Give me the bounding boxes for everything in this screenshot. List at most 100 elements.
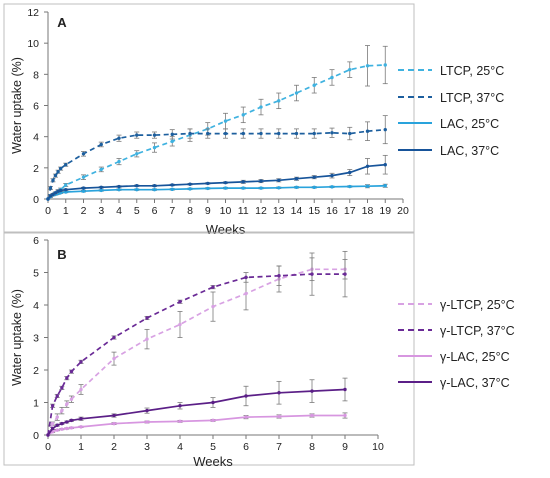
data-point [65, 402, 69, 406]
series-line [47, 163, 386, 200]
x-tick-label: 11 [238, 205, 249, 217]
x-tick-label: 4 [116, 205, 122, 217]
panel-frame [3, 232, 415, 466]
data-point [312, 131, 316, 136]
y-tick-label: 2 [33, 163, 39, 175]
x-tick-label: 1 [78, 441, 84, 453]
data-point [170, 187, 174, 192]
x-tick-label: 12 [255, 205, 267, 217]
data-point [152, 133, 157, 137]
data-point [244, 415, 248, 419]
data-point [294, 131, 299, 136]
x-tick-label: 7 [169, 205, 175, 217]
data-point [51, 192, 55, 197]
data-point [365, 64, 370, 68]
x-tick-label: 2 [81, 205, 87, 217]
data-point [48, 194, 53, 198]
y-tick-label: 8 [33, 69, 39, 81]
data-point [206, 131, 210, 136]
x-tick-label: 2 [111, 441, 117, 453]
data-point [145, 316, 149, 320]
y-tick-label: 3 [33, 333, 39, 345]
data-point [58, 188, 63, 193]
data-point [135, 133, 139, 137]
data-point [65, 426, 69, 431]
data-point [117, 187, 121, 192]
data-point [365, 129, 370, 133]
data-point [277, 131, 281, 136]
x-tick-label: 13 [273, 205, 285, 217]
data-point [58, 166, 63, 171]
series-line [47, 273, 345, 436]
data-point [65, 376, 69, 380]
data-point [112, 356, 116, 361]
data-point [55, 423, 59, 427]
data-point [277, 274, 281, 278]
data-point [112, 335, 116, 340]
series-line [47, 64, 386, 200]
data-point [69, 369, 74, 374]
data-point [330, 173, 334, 178]
data-point [56, 170, 60, 174]
data-point [330, 131, 334, 135]
data-point [277, 99, 281, 103]
data-point [55, 428, 59, 432]
data-point [79, 425, 83, 429]
data-point [112, 421, 116, 426]
data-point [46, 433, 50, 437]
x-tick-label: 10 [220, 205, 232, 217]
legend-label: γ-LAC, 37°C [440, 376, 510, 390]
data-point [135, 184, 139, 188]
data-point [81, 189, 86, 193]
y-tick-label: 0 [33, 194, 39, 206]
data-point [294, 177, 299, 181]
y-tick-label: 12 [27, 7, 39, 19]
data-point [241, 113, 245, 117]
data-point [64, 163, 68, 167]
data-point [46, 197, 50, 201]
data-point [69, 418, 74, 423]
panel-frame [3, 3, 415, 233]
data-point [211, 400, 215, 405]
x-tick-label: 14 [291, 205, 303, 217]
data-point [241, 131, 245, 136]
data-point [178, 322, 182, 327]
data-point [343, 272, 347, 276]
legend-label: γ-LTCP, 25°C [440, 298, 515, 312]
x-tick-label: 8 [309, 441, 315, 453]
data-point [330, 185, 334, 189]
data-point [64, 183, 68, 187]
data-point [81, 186, 86, 190]
data-point [50, 426, 55, 431]
data-point [79, 387, 83, 392]
data-point [365, 164, 370, 168]
data-point [348, 67, 352, 72]
y-axis-title: Water uptake (%) [10, 57, 24, 154]
y-tick-label: 6 [33, 101, 39, 113]
x-tick-label: 3 [98, 205, 104, 217]
data-point [312, 83, 316, 87]
data-point [145, 337, 149, 341]
x-tick-label: 18 [362, 205, 374, 217]
legend-label: LTCP, 25°C [440, 64, 504, 78]
data-point [178, 300, 182, 304]
data-point [60, 408, 64, 413]
x-tick-label: 16 [326, 205, 338, 217]
data-point [211, 304, 215, 309]
data-point [64, 190, 68, 194]
x-tick-label: 9 [205, 205, 211, 217]
data-point [99, 188, 103, 193]
data-point [135, 187, 139, 192]
data-point [343, 413, 347, 418]
y-tick-label: 4 [33, 132, 39, 144]
panel-a: 0 1 2 3 4 5 6 7 8 9 10 11 12 13 14 15 16 17 18 19 2002468101… [3, 3, 504, 237]
data-point [69, 397, 74, 401]
data-point [152, 145, 157, 150]
data-point [259, 179, 263, 183]
data-point [170, 183, 174, 187]
data-point [79, 417, 83, 421]
x-tick-label: 6 [152, 205, 158, 217]
y-tick-label: 1 [33, 398, 39, 410]
data-point [64, 187, 68, 192]
